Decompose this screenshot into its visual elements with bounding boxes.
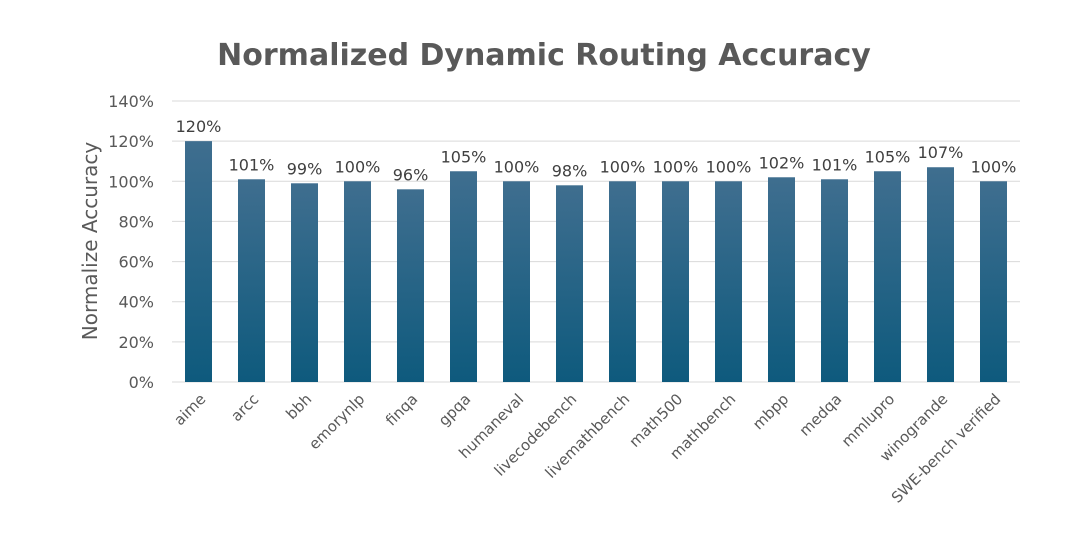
x-tick-label: gpqa — [435, 390, 474, 429]
data-label: 101% — [812, 155, 858, 174]
data-label: 100% — [600, 157, 646, 176]
data-label: 100% — [971, 157, 1017, 176]
y-axis-ticks: 0% 20% 40% 60% 80% 100% 120% 140% — [108, 92, 154, 392]
bar-arcc — [238, 179, 265, 382]
data-label: 98% — [552, 161, 588, 180]
bar-emorynlp — [344, 181, 371, 382]
data-label: 105% — [441, 147, 487, 166]
bar-aime — [185, 141, 212, 382]
data-label: 100% — [494, 157, 540, 176]
x-tick-label: mbpp — [749, 390, 792, 433]
bar-math500 — [662, 181, 689, 382]
bar-livecodebench — [556, 185, 583, 382]
y-tick-label: 40% — [118, 293, 154, 312]
chart-title: Normalized Dynamic Routing Accuracy — [217, 38, 871, 73]
x-tick-label: bbh — [282, 390, 315, 423]
data-label: 100% — [335, 157, 381, 176]
y-tick-label: 100% — [108, 172, 154, 191]
y-tick-label: 120% — [108, 132, 154, 151]
bar-mathbench — [715, 181, 742, 382]
bar-humaneval — [503, 181, 530, 382]
y-tick-label: 60% — [118, 253, 154, 272]
bar-finqa — [397, 189, 424, 382]
y-axis-label: Normalize Accuracy — [78, 142, 102, 341]
data-label: 100% — [653, 157, 699, 176]
y-tick-label: 0% — [129, 373, 154, 392]
data-label: 99% — [287, 159, 323, 178]
x-tick-label: emorynlp — [305, 390, 368, 453]
bar-swe-bench-verified — [980, 181, 1007, 382]
bar-bbh — [291, 183, 318, 382]
y-tick-label: 140% — [108, 92, 154, 111]
bar-gpqa — [450, 171, 477, 382]
bar-livemathbench — [609, 181, 636, 382]
data-label: 101% — [229, 155, 275, 174]
bar-mmlupro — [874, 171, 901, 382]
x-tick-label: finqa — [382, 390, 421, 429]
data-label: 96% — [393, 165, 429, 184]
data-label: 120% — [176, 117, 222, 136]
bar-winogrande — [927, 167, 954, 382]
data-label: 107% — [918, 143, 964, 162]
bar-mbpp — [768, 177, 795, 382]
y-tick-label: 80% — [118, 212, 154, 231]
data-labels: 120% 101% 99% 100% 96% 105% 100% 98% 100% 100% 100… — [176, 117, 1017, 184]
bar-medqa — [821, 179, 848, 382]
y-tick-label: 20% — [118, 333, 154, 352]
x-tick-label: medqa — [796, 390, 846, 440]
data-label: 100% — [706, 157, 752, 176]
data-label: 105% — [865, 147, 911, 166]
data-label: 102% — [759, 153, 805, 172]
x-tick-label: aime — [170, 390, 209, 429]
x-tick-label: arcc — [227, 390, 262, 425]
bars — [185, 141, 1007, 382]
